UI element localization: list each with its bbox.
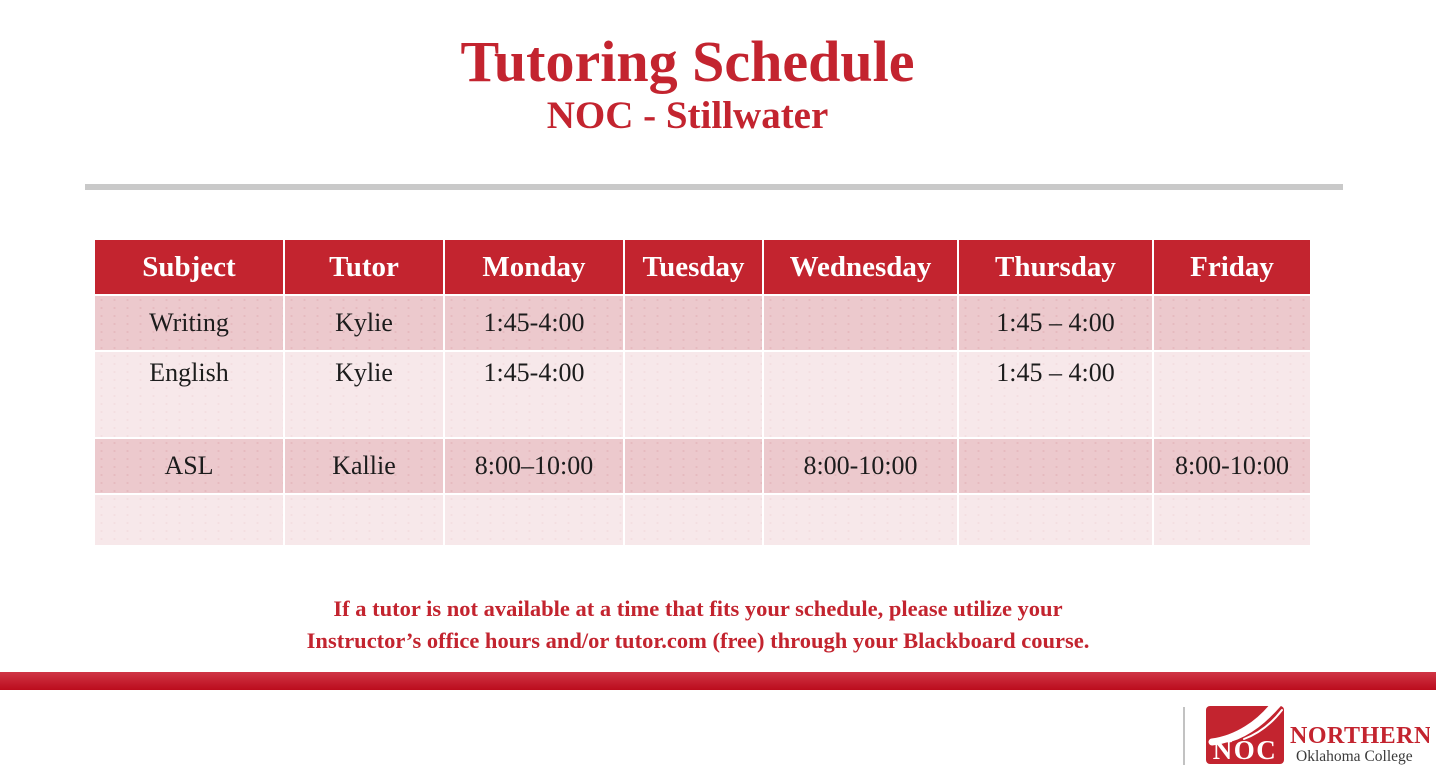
cell-friday: 8:00-10:00 xyxy=(1152,437,1312,495)
noc-logo: NOC NORTHERN Oklahoma College xyxy=(1206,706,1430,765)
cell-thursday xyxy=(957,493,1154,547)
cell-friday xyxy=(1152,350,1312,439)
column-header-tuesday: Tuesday xyxy=(623,238,764,296)
cell-wednesday xyxy=(762,350,959,439)
cell-thursday xyxy=(957,437,1154,495)
availability-note: If a tutor is not available at a time th… xyxy=(0,593,1396,657)
page-title: Tutoring Schedule xyxy=(460,29,915,94)
cell-monday: 1:45-4:00 xyxy=(443,350,625,439)
column-header-subject: Subject xyxy=(93,238,285,296)
cell-monday: 8:00–10:00 xyxy=(443,437,625,495)
note-line-2: Instructor’s office hours and/or tutor.c… xyxy=(306,627,1090,653)
cell-wednesday xyxy=(762,493,959,547)
cell-friday xyxy=(1152,493,1312,547)
cell-subject: English xyxy=(93,350,285,439)
cell-subject: ASL xyxy=(93,437,285,495)
column-header-thursday: Thursday xyxy=(957,238,1154,296)
title-divider xyxy=(85,184,1343,190)
table-row-english: English Kylie 1:45-4:00 1:45 – 4:00 xyxy=(93,350,1312,439)
cell-thursday: 1:45 – 4:00 xyxy=(957,294,1154,352)
cell-wednesday: 8:00-10:00 xyxy=(762,437,959,495)
column-header-monday: Monday xyxy=(443,238,625,296)
cell-tutor: Kallie xyxy=(283,437,445,495)
cell-tuesday xyxy=(623,350,764,439)
cell-tuesday xyxy=(623,294,764,352)
cell-subject: Writing xyxy=(93,294,285,352)
cell-tuesday xyxy=(623,493,764,547)
cell-tuesday xyxy=(623,437,764,495)
column-header-friday: Friday xyxy=(1152,238,1312,296)
table-row-asl: ASL Kallie 8:00–10:00 8:00-10:00 8:00-10… xyxy=(93,437,1312,495)
cell-friday xyxy=(1152,294,1312,352)
footer-accent-bar xyxy=(0,672,1436,690)
page-subtitle: NOC - Stillwater xyxy=(546,93,829,137)
noc-logo-name: NORTHERN xyxy=(1290,723,1430,749)
column-header-tutor: Tutor xyxy=(283,238,445,296)
cell-wednesday xyxy=(762,294,959,352)
note-line-1: If a tutor is not available at a time th… xyxy=(333,596,1063,621)
cell-monday: 1:45-4:00 xyxy=(443,294,625,352)
noc-logo-tagline: Oklahoma College xyxy=(1296,748,1413,765)
column-header-wednesday: Wednesday xyxy=(762,238,959,296)
noc-logo-swoosh-icon xyxy=(1208,706,1283,746)
cell-subject xyxy=(93,493,285,547)
table-row-empty xyxy=(93,493,1312,547)
cell-tutor: Kylie xyxy=(283,350,445,439)
cell-thursday: 1:45 – 4:00 xyxy=(957,350,1154,439)
logo-divider-line xyxy=(1183,707,1185,765)
table-row-writing: Writing Kylie 1:45-4:00 1:45 – 4:00 xyxy=(93,294,1312,352)
cell-monday xyxy=(443,493,625,547)
noc-logo-abbr: NOC xyxy=(1213,735,1278,765)
cell-tutor xyxy=(283,493,445,547)
header-row: Subject Tutor Monday Tuesday Wednesday T… xyxy=(93,238,1312,296)
cell-tutor: Kylie xyxy=(283,294,445,352)
schedule-table: Subject Tutor Monday Tuesday Wednesday T… xyxy=(93,238,1312,547)
title-block: Tutoring Schedule NOC - Stillwater xyxy=(0,29,1375,138)
